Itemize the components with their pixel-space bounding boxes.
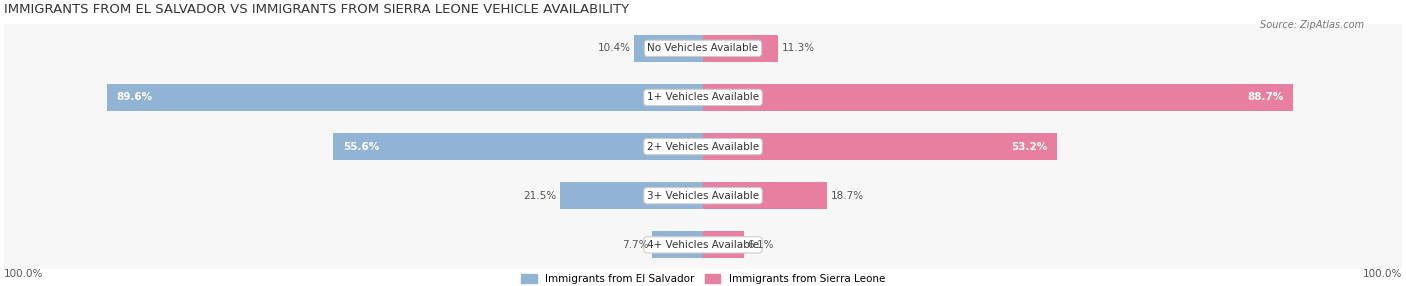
Legend: Immigrants from El Salvador, Immigrants from Sierra Leone: Immigrants from El Salvador, Immigrants … (522, 274, 884, 284)
Text: 3+ Vehicles Available: 3+ Vehicles Available (647, 191, 759, 201)
Text: 4+ Vehicles Available: 4+ Vehicles Available (647, 240, 759, 250)
Text: 10.4%: 10.4% (598, 43, 630, 53)
Bar (560, 182, 703, 209)
Bar (703, 182, 828, 209)
Text: IMMIGRANTS FROM EL SALVADOR VS IMMIGRANTS FROM SIERRA LEONE VEHICLE AVAILABILITY: IMMIGRANTS FROM EL SALVADOR VS IMMIGRANT… (4, 3, 630, 16)
Text: 6.1%: 6.1% (747, 240, 773, 250)
Text: 100.0%: 100.0% (4, 269, 44, 279)
Text: 11.3%: 11.3% (782, 43, 814, 53)
Text: No Vehicles Available: No Vehicles Available (648, 43, 758, 53)
Text: 89.6%: 89.6% (117, 92, 153, 102)
Bar (634, 35, 703, 62)
Text: 1+ Vehicles Available: 1+ Vehicles Available (647, 92, 759, 102)
Bar (703, 133, 1057, 160)
Bar (703, 35, 778, 62)
Text: 53.2%: 53.2% (1011, 142, 1047, 152)
Bar (107, 84, 703, 111)
Bar (4, 73, 1402, 122)
Text: Source: ZipAtlas.com: Source: ZipAtlas.com (1260, 20, 1364, 30)
Bar (4, 122, 1402, 171)
Bar (703, 231, 744, 258)
Text: 88.7%: 88.7% (1247, 92, 1284, 102)
Text: 18.7%: 18.7% (831, 191, 863, 201)
Bar (703, 84, 1294, 111)
Text: 100.0%: 100.0% (1362, 269, 1402, 279)
Bar (333, 133, 703, 160)
Bar (4, 220, 1402, 269)
Text: 2+ Vehicles Available: 2+ Vehicles Available (647, 142, 759, 152)
Bar (652, 231, 703, 258)
Text: 21.5%: 21.5% (523, 191, 557, 201)
Bar (4, 171, 1402, 220)
Text: 7.7%: 7.7% (621, 240, 648, 250)
Text: 55.6%: 55.6% (343, 142, 380, 152)
Bar (4, 24, 1402, 73)
